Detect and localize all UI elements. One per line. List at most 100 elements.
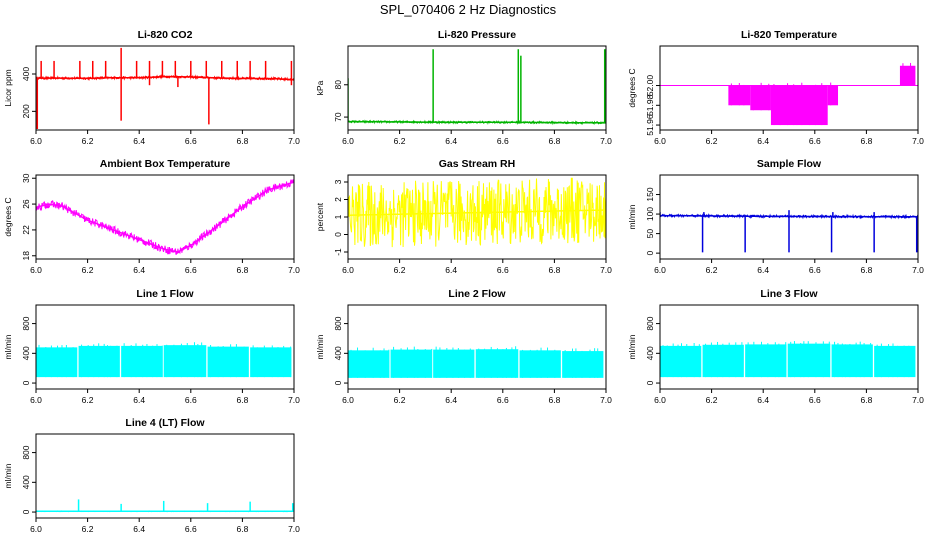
x-tick-label: 6.8 [236, 136, 248, 146]
x-tick-label: 6.2 [706, 136, 718, 146]
x-tick-label: 6.0 [30, 395, 42, 405]
data-block [36, 347, 78, 378]
panel-7: Line 1 Flow 6.0 6.2 6.4 6.6 6.8 7.0 0 400 800 ml/m… [3, 288, 300, 405]
x-tick-label: 6.6 [809, 395, 821, 405]
x-tick-label: 7.0 [288, 395, 300, 405]
x-tick-label: 6.4 [445, 265, 457, 275]
data-block [348, 350, 390, 378]
x-tick-label: 6.4 [757, 265, 769, 275]
data-layer [348, 346, 604, 378]
x-tick-label: 6.0 [654, 136, 666, 146]
data-block [827, 85, 839, 106]
x-tick-label: 6.6 [497, 265, 509, 275]
y-tick-label: 800 [21, 445, 31, 459]
y-tick-label: 400 [645, 346, 655, 360]
y-tick-label: 400 [21, 67, 31, 81]
x-tick-label: 6.2 [82, 265, 94, 275]
x-tick-label: 6.8 [548, 136, 560, 146]
y-tick-label: 52.00 [645, 75, 655, 97]
y-tick-label: 3 [333, 179, 343, 184]
y-tick-label: 400 [333, 346, 343, 360]
y-tick-label: 51.96 [645, 114, 655, 136]
data-block [770, 85, 828, 126]
plot-frame [347, 304, 607, 390]
data-block [163, 345, 207, 378]
x-tick-label: 6.6 [809, 136, 821, 146]
data-layer [348, 177, 606, 248]
x-tick-label: 6.0 [342, 136, 354, 146]
panel-title: Gas Stream RH [439, 158, 515, 170]
x-tick-label: 7.0 [288, 265, 300, 275]
data-block [745, 344, 787, 378]
y-tick-label: 0 [645, 251, 655, 256]
x-tick-label: 6.0 [30, 524, 42, 534]
data-layer [660, 210, 918, 253]
x-tick-label: 6.6 [185, 265, 197, 275]
plot-frame [659, 304, 919, 390]
panel-8: Line 2 Flow 6.0 6.2 6.4 6.6 6.8 7.0 0 400 800 ml/m… [315, 288, 612, 405]
y-tick-label: 30 [21, 173, 31, 183]
x-tick-label: 6.8 [860, 136, 872, 146]
x-tick-label: 6.2 [706, 395, 718, 405]
y-tick-label: 80 [333, 80, 343, 90]
x-tick-label: 6.4 [757, 136, 769, 146]
y-tick-label: 26 [21, 199, 31, 209]
plot-frame [35, 304, 295, 390]
x-tick-label: 7.0 [912, 265, 924, 275]
series-trend [36, 75, 294, 81]
plot-frame [659, 174, 919, 260]
data-block [78, 345, 120, 378]
x-tick-label: 7.0 [288, 524, 300, 534]
x-tick-label: 6.2 [82, 136, 94, 146]
y-tick-label: 50 [645, 229, 655, 239]
x-tick-label: 6.2 [394, 136, 406, 146]
panel-title: Sample Flow [757, 158, 822, 170]
data-block [519, 350, 561, 378]
data-layer [36, 342, 292, 378]
data-block [660, 345, 702, 378]
panel-title: Li-820 Pressure [438, 29, 516, 41]
x-tick-label: 6.4 [445, 136, 457, 146]
panel-title: Line 4 (LT) Flow [125, 417, 205, 429]
x-tick-label: 6.4 [133, 136, 145, 146]
data-layer [660, 62, 918, 126]
y-tick-label: 22 [21, 225, 31, 235]
x-tick-label: 6.4 [133, 395, 145, 405]
x-tick-label: 6.2 [394, 265, 406, 275]
y-tick-label: 200 [21, 104, 31, 118]
y-tick-label: 2 [333, 197, 343, 202]
x-tick-label: 7.0 [912, 136, 924, 146]
data-layer [348, 49, 606, 126]
y-tick-label: 0 [21, 509, 31, 514]
y-tick-label: 18 [21, 251, 31, 261]
y-axis-label: ml/min [315, 334, 325, 359]
x-tick-label: 6.0 [342, 265, 354, 275]
plot-frame [659, 45, 919, 131]
y-tick-label: -1 [333, 248, 343, 256]
data-block [899, 65, 916, 86]
x-tick-label: 6.6 [809, 265, 821, 275]
y-tick-label: 100 [645, 207, 655, 221]
y-axis-label: ml/min [3, 463, 13, 488]
panel-3: Li-820 Temperature 6.0 6.2 6.4 6.6 6.8 7.0 51.9… [627, 29, 924, 146]
x-tick-label: 6.0 [654, 395, 666, 405]
data-block [121, 345, 163, 378]
plot-frame [35, 45, 295, 131]
panel-title: Line 2 Flow [448, 288, 506, 300]
y-tick-label: 800 [333, 316, 343, 330]
panel-title: Line 1 Flow [136, 288, 194, 300]
panel-title: Li-820 CO2 [138, 29, 193, 41]
panel-2: Li-820 Pressure 6.0 6.2 6.4 6.6 6.8 7.0 70 80 kPa [315, 29, 612, 146]
series-line [36, 179, 294, 255]
y-tick-label: 0 [333, 380, 343, 385]
y-tick-label: 70 [333, 112, 343, 122]
plot-frame [35, 174, 295, 260]
y-axis-label: ml/min [3, 334, 13, 359]
panel-title: Li-820 Temperature [741, 29, 837, 41]
panel-5: Gas Stream RH 6.0 6.2 6.4 6.6 6.8 7.0 -1 0 1 2 3 per… [315, 158, 612, 275]
x-tick-label: 6.8 [860, 265, 872, 275]
y-tick-label: 0 [333, 232, 343, 237]
y-tick-label: 800 [645, 316, 655, 330]
data-block [433, 349, 475, 378]
